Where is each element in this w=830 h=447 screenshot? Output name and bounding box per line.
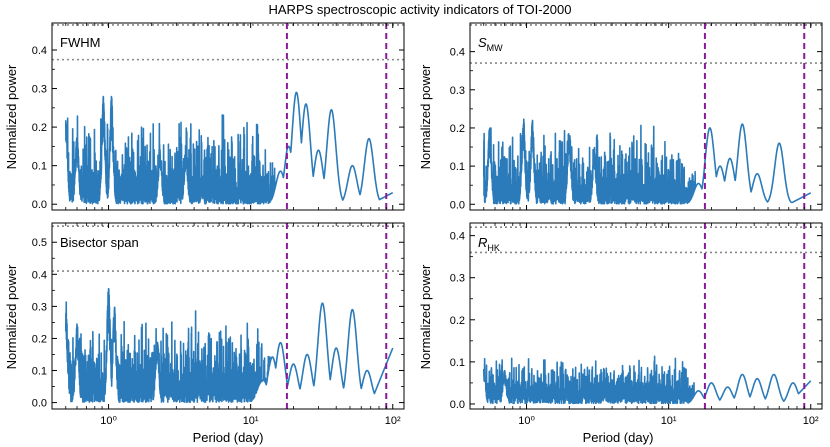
y-tick-label: 0.4 [450,231,465,243]
y-tick-label: 0.0 [32,398,47,410]
x-tick-label: 10² [803,415,819,427]
x-tick-label: 10⁰ [518,415,535,427]
plot-area-top-left [52,23,404,210]
panel-label: RHK [478,235,500,253]
y-tick-label: 0.3 [450,273,465,285]
y-tick-label: 0.3 [450,85,465,97]
y-tick-label: 0.0 [450,399,465,411]
panel-top-left: 0.0 0.1 0.2 0.3 0.4 FWHM [32,22,405,211]
x-tick-label: 10⁰ [100,415,117,427]
y-tick-label: 0.1 [450,357,465,369]
x-tick-label: 10¹ [243,415,259,427]
y-tick-label: 0.5 [32,237,47,249]
panel-bottom-left: 0.0 0.1 0.2 0.3 0.4 0.5 10⁰ 10¹ 10² Bisector span [32,222,405,427]
panel-label: FWHM [60,35,100,50]
x-tick-label: 10² [385,415,401,427]
y-axis-label-top-left: Normalized power [4,64,19,169]
plot-area-bottom-right [470,223,822,409]
y-tick-label: 0.3 [32,301,47,313]
y-tick-label: 0.1 [32,366,47,378]
y-axis-label-bottom-left: Normalized power [4,264,19,369]
x-axis-label-right: Period (day) [583,430,654,445]
y-tick-label: 0.1 [450,161,465,173]
y-tick-label: 0.2 [32,333,47,345]
y-tick-label: 0.0 [450,199,465,211]
periodogram-line [64,287,394,403]
axes-frame [469,22,823,211]
y-tick-label: 0.2 [32,122,47,134]
y-tick-label: 0.0 [32,199,47,211]
y-tick-label: 0.1 [32,161,47,173]
y-tick-label: 0.3 [32,84,47,96]
y-tick-label: 0.2 [450,315,465,327]
periodogram-line [482,118,812,205]
axes-frame [51,22,405,211]
figure-title: HARPS spectroscopic activity indicators … [269,2,572,17]
y-tick-label: 0.4 [32,45,47,57]
x-axis-label-left: Period (day) [193,430,264,445]
y-tick-label: 0.2 [450,123,465,135]
panel-label: Bisector span [60,235,139,250]
x-tick-label: 10¹ [661,415,677,427]
periodogram-line [64,91,394,205]
plot-area-top-right [470,23,822,210]
y-tick-label: 0.4 [32,269,47,281]
y-tick-label: 0.4 [450,47,465,59]
periodogram-line [482,355,812,405]
axes-frame [469,222,823,410]
y-axis-label-bottom-right: Normalized power [418,264,433,369]
axes-frame [51,222,405,410]
panel-label: SMW [478,35,503,53]
panel-bottom-right: 0.0 0.1 0.2 0.3 0.4 10⁰ 10¹ 10² RHK [450,222,823,427]
plot-area-bottom-left [52,223,404,409]
panel-top-right: 0.0 0.1 0.2 0.3 0.4 SMW [450,22,823,211]
y-axis-label-top-right: Normalized power [418,64,433,169]
